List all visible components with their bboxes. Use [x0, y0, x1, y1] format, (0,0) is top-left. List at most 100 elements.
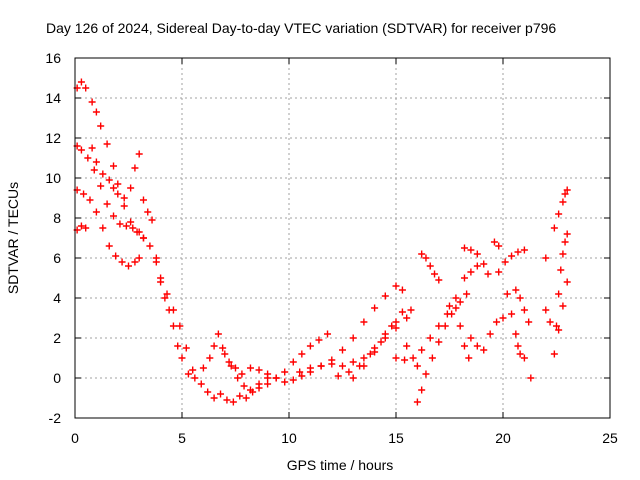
data-point — [371, 348, 379, 356]
data-point — [210, 394, 218, 402]
data-point — [97, 122, 105, 130]
series-trace-28 — [542, 254, 550, 262]
data-point — [139, 234, 147, 242]
series-trace-15 — [392, 304, 460, 364]
data-point — [460, 342, 468, 350]
x-tick-label: 15 — [388, 430, 404, 446]
data-point — [246, 386, 254, 394]
series-trace-23 — [495, 246, 528, 276]
data-point — [456, 298, 464, 306]
data-point — [206, 354, 214, 362]
y-tick-label: 16 — [45, 50, 61, 66]
chart-title: Day 126 of 2024, Sidereal Day-to-day VTE… — [46, 20, 556, 36]
data-point — [169, 322, 177, 330]
data-point — [446, 302, 453, 310]
data-point — [360, 362, 368, 370]
data-point — [298, 350, 306, 358]
series-trace-22 — [490, 238, 503, 250]
data-point — [306, 342, 314, 350]
data-point — [317, 362, 325, 370]
data-point — [157, 274, 165, 282]
data-point — [103, 200, 111, 208]
data-point — [163, 290, 171, 298]
data-point — [452, 304, 460, 312]
data-point — [289, 358, 297, 366]
data-point — [542, 254, 550, 262]
data-point — [242, 394, 250, 402]
data-point — [232, 364, 239, 372]
data-point — [527, 374, 535, 382]
data-point — [413, 398, 421, 406]
data-point — [127, 218, 135, 226]
data-point — [281, 378, 289, 386]
data-point — [392, 318, 400, 326]
series-trace-16 — [413, 290, 471, 406]
data-point — [563, 230, 571, 238]
data-point — [550, 350, 558, 358]
data-point — [339, 346, 346, 354]
data-point — [339, 362, 346, 370]
data-point — [240, 382, 248, 390]
data-point — [377, 338, 385, 346]
data-point — [542, 306, 550, 314]
data-point — [422, 370, 430, 378]
data-point — [122, 222, 130, 230]
series-trace-14 — [349, 324, 421, 382]
data-point — [110, 212, 118, 220]
data-point — [401, 356, 409, 364]
data-point — [520, 246, 528, 254]
data-point — [392, 324, 400, 332]
data-point — [227, 362, 235, 370]
series-trace-3 — [73, 186, 143, 270]
data-point — [99, 170, 107, 178]
y-tick-label: -2 — [49, 410, 62, 426]
data-point — [418, 386, 426, 394]
data-point — [191, 374, 199, 382]
data-point — [520, 306, 528, 314]
data-point — [403, 314, 411, 322]
x-axis-tick-labels: 0 5 10 15 20 25 — [71, 430, 618, 446]
series-trace-12 — [296, 314, 411, 376]
data-point — [345, 368, 353, 376]
data-point — [214, 330, 222, 338]
data-point — [418, 346, 426, 354]
data-point — [448, 310, 456, 318]
data-point — [392, 282, 400, 290]
data-point — [392, 354, 400, 362]
data-point — [112, 252, 120, 260]
data-point — [189, 366, 197, 374]
data-point — [563, 278, 571, 286]
data-point — [486, 330, 494, 338]
series-trace-9 — [199, 330, 246, 378]
data-point — [161, 294, 169, 302]
data-point — [92, 208, 100, 216]
data-point — [77, 78, 85, 86]
data-point — [125, 262, 132, 270]
data-point — [360, 354, 368, 362]
data-points — [73, 78, 571, 406]
data-point — [514, 342, 522, 350]
x-tick-label: 10 — [281, 430, 297, 446]
y-tick-label: 4 — [53, 290, 61, 306]
data-point — [174, 342, 182, 350]
data-point — [550, 224, 558, 232]
data-point — [315, 336, 323, 344]
y-tick-label: 10 — [45, 170, 61, 186]
data-point — [92, 158, 100, 166]
data-point — [103, 140, 111, 148]
data-point — [116, 220, 124, 228]
data-point — [182, 344, 190, 352]
data-point — [118, 258, 126, 266]
data-point — [334, 372, 342, 380]
data-point — [210, 342, 218, 350]
data-point — [398, 308, 406, 316]
data-point — [281, 368, 289, 376]
data-point — [426, 262, 434, 270]
data-point — [559, 198, 567, 206]
data-point — [388, 322, 396, 330]
data-point — [131, 164, 139, 172]
data-point — [148, 216, 156, 224]
data-point — [120, 194, 128, 202]
data-point — [82, 224, 90, 232]
